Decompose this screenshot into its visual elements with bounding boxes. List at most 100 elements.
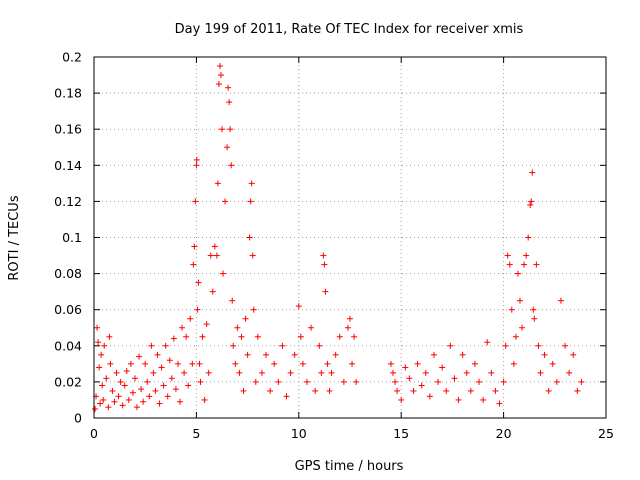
data-point <box>156 400 163 407</box>
data-point <box>525 234 532 241</box>
data-point <box>194 306 201 313</box>
data-point <box>258 369 265 376</box>
data-point <box>136 353 143 360</box>
y-tick-label: 0.02 <box>54 374 82 389</box>
y-axis-ticks: 0 0.02 0.04 0.06 0.08 0.1 0.12 0.14 0.16 0.18 0.2 <box>54 50 606 426</box>
data-point <box>297 333 304 340</box>
data-point <box>183 333 190 340</box>
data-point <box>531 315 538 322</box>
data-point <box>164 393 171 400</box>
data-point <box>549 360 556 367</box>
data-point <box>529 169 536 176</box>
data-point <box>510 360 517 367</box>
data-point <box>201 396 208 403</box>
data-point <box>150 369 157 376</box>
data-point <box>154 351 161 358</box>
data-point <box>291 351 298 358</box>
data-point <box>215 81 222 88</box>
data-point <box>152 387 159 394</box>
data-point <box>492 387 499 394</box>
data-point <box>439 364 446 371</box>
data-point <box>131 375 138 382</box>
data-point <box>463 369 470 376</box>
data-point <box>467 387 474 394</box>
data-point <box>123 368 130 375</box>
data-point <box>127 360 134 367</box>
data-point <box>351 333 358 340</box>
data-point <box>172 386 179 393</box>
y-tick-label: 0.08 <box>54 266 82 281</box>
grid-lines <box>94 57 606 418</box>
data-point <box>228 162 235 169</box>
data-point <box>166 357 173 364</box>
data-point <box>195 279 202 286</box>
data-point <box>98 351 105 358</box>
data-point <box>279 342 286 349</box>
data-point <box>254 333 261 340</box>
data-point <box>418 382 425 389</box>
data-point <box>187 315 194 322</box>
data-point <box>451 375 458 382</box>
y-tick-label: 0.04 <box>54 338 82 353</box>
data-point <box>160 382 167 389</box>
data-point <box>246 234 253 241</box>
y-tick-label: 0.12 <box>54 194 82 209</box>
data-point <box>508 306 515 313</box>
data-point <box>332 351 339 358</box>
data-point <box>321 261 328 268</box>
data-point <box>287 369 294 376</box>
data-point <box>521 261 528 268</box>
data-point <box>402 364 409 371</box>
data-point <box>244 351 251 358</box>
data-point <box>443 387 450 394</box>
data-point <box>447 342 454 349</box>
data-point <box>138 386 145 393</box>
data-point <box>553 378 560 385</box>
data-point <box>125 396 132 403</box>
data-point <box>414 360 421 367</box>
data-point <box>219 126 225 133</box>
data-point <box>535 342 542 349</box>
data-point <box>217 72 224 79</box>
data-point <box>349 360 356 367</box>
data-point <box>528 198 535 205</box>
data-point <box>211 243 218 250</box>
data-point <box>426 393 433 400</box>
data-point <box>500 378 507 385</box>
data-point <box>502 342 509 349</box>
data-point <box>496 400 503 407</box>
data-point <box>193 162 200 169</box>
data-point <box>109 387 116 394</box>
data-point <box>295 303 302 310</box>
data-point <box>95 339 102 346</box>
chart-title: Day 199 of 2011, Rate Of TEC Index for r… <box>175 22 524 37</box>
data-point <box>574 387 581 394</box>
data-point <box>179 324 186 331</box>
data-point <box>96 364 103 371</box>
data-point <box>190 261 197 268</box>
data-point <box>197 378 204 385</box>
data-point <box>230 342 237 349</box>
y-tick-label: 0.16 <box>54 122 82 137</box>
data-point <box>174 360 181 367</box>
data-point <box>134 404 141 411</box>
data-point <box>229 297 236 304</box>
y-tick-label: 0.2 <box>62 50 82 65</box>
data-point <box>322 288 329 295</box>
data-point <box>545 387 552 394</box>
data-point <box>252 378 259 385</box>
data-point <box>203 321 210 328</box>
data-point <box>111 398 118 405</box>
data-point <box>146 393 153 400</box>
data-point <box>519 324 526 331</box>
data-point <box>430 351 437 358</box>
data-point <box>240 387 247 394</box>
data-point <box>516 297 523 304</box>
data-point <box>117 378 124 385</box>
data-point <box>557 297 564 304</box>
data-point <box>226 99 233 106</box>
data-point <box>320 252 327 259</box>
x-axis-label: GPS time / hours <box>295 459 404 474</box>
data-point <box>324 360 331 367</box>
